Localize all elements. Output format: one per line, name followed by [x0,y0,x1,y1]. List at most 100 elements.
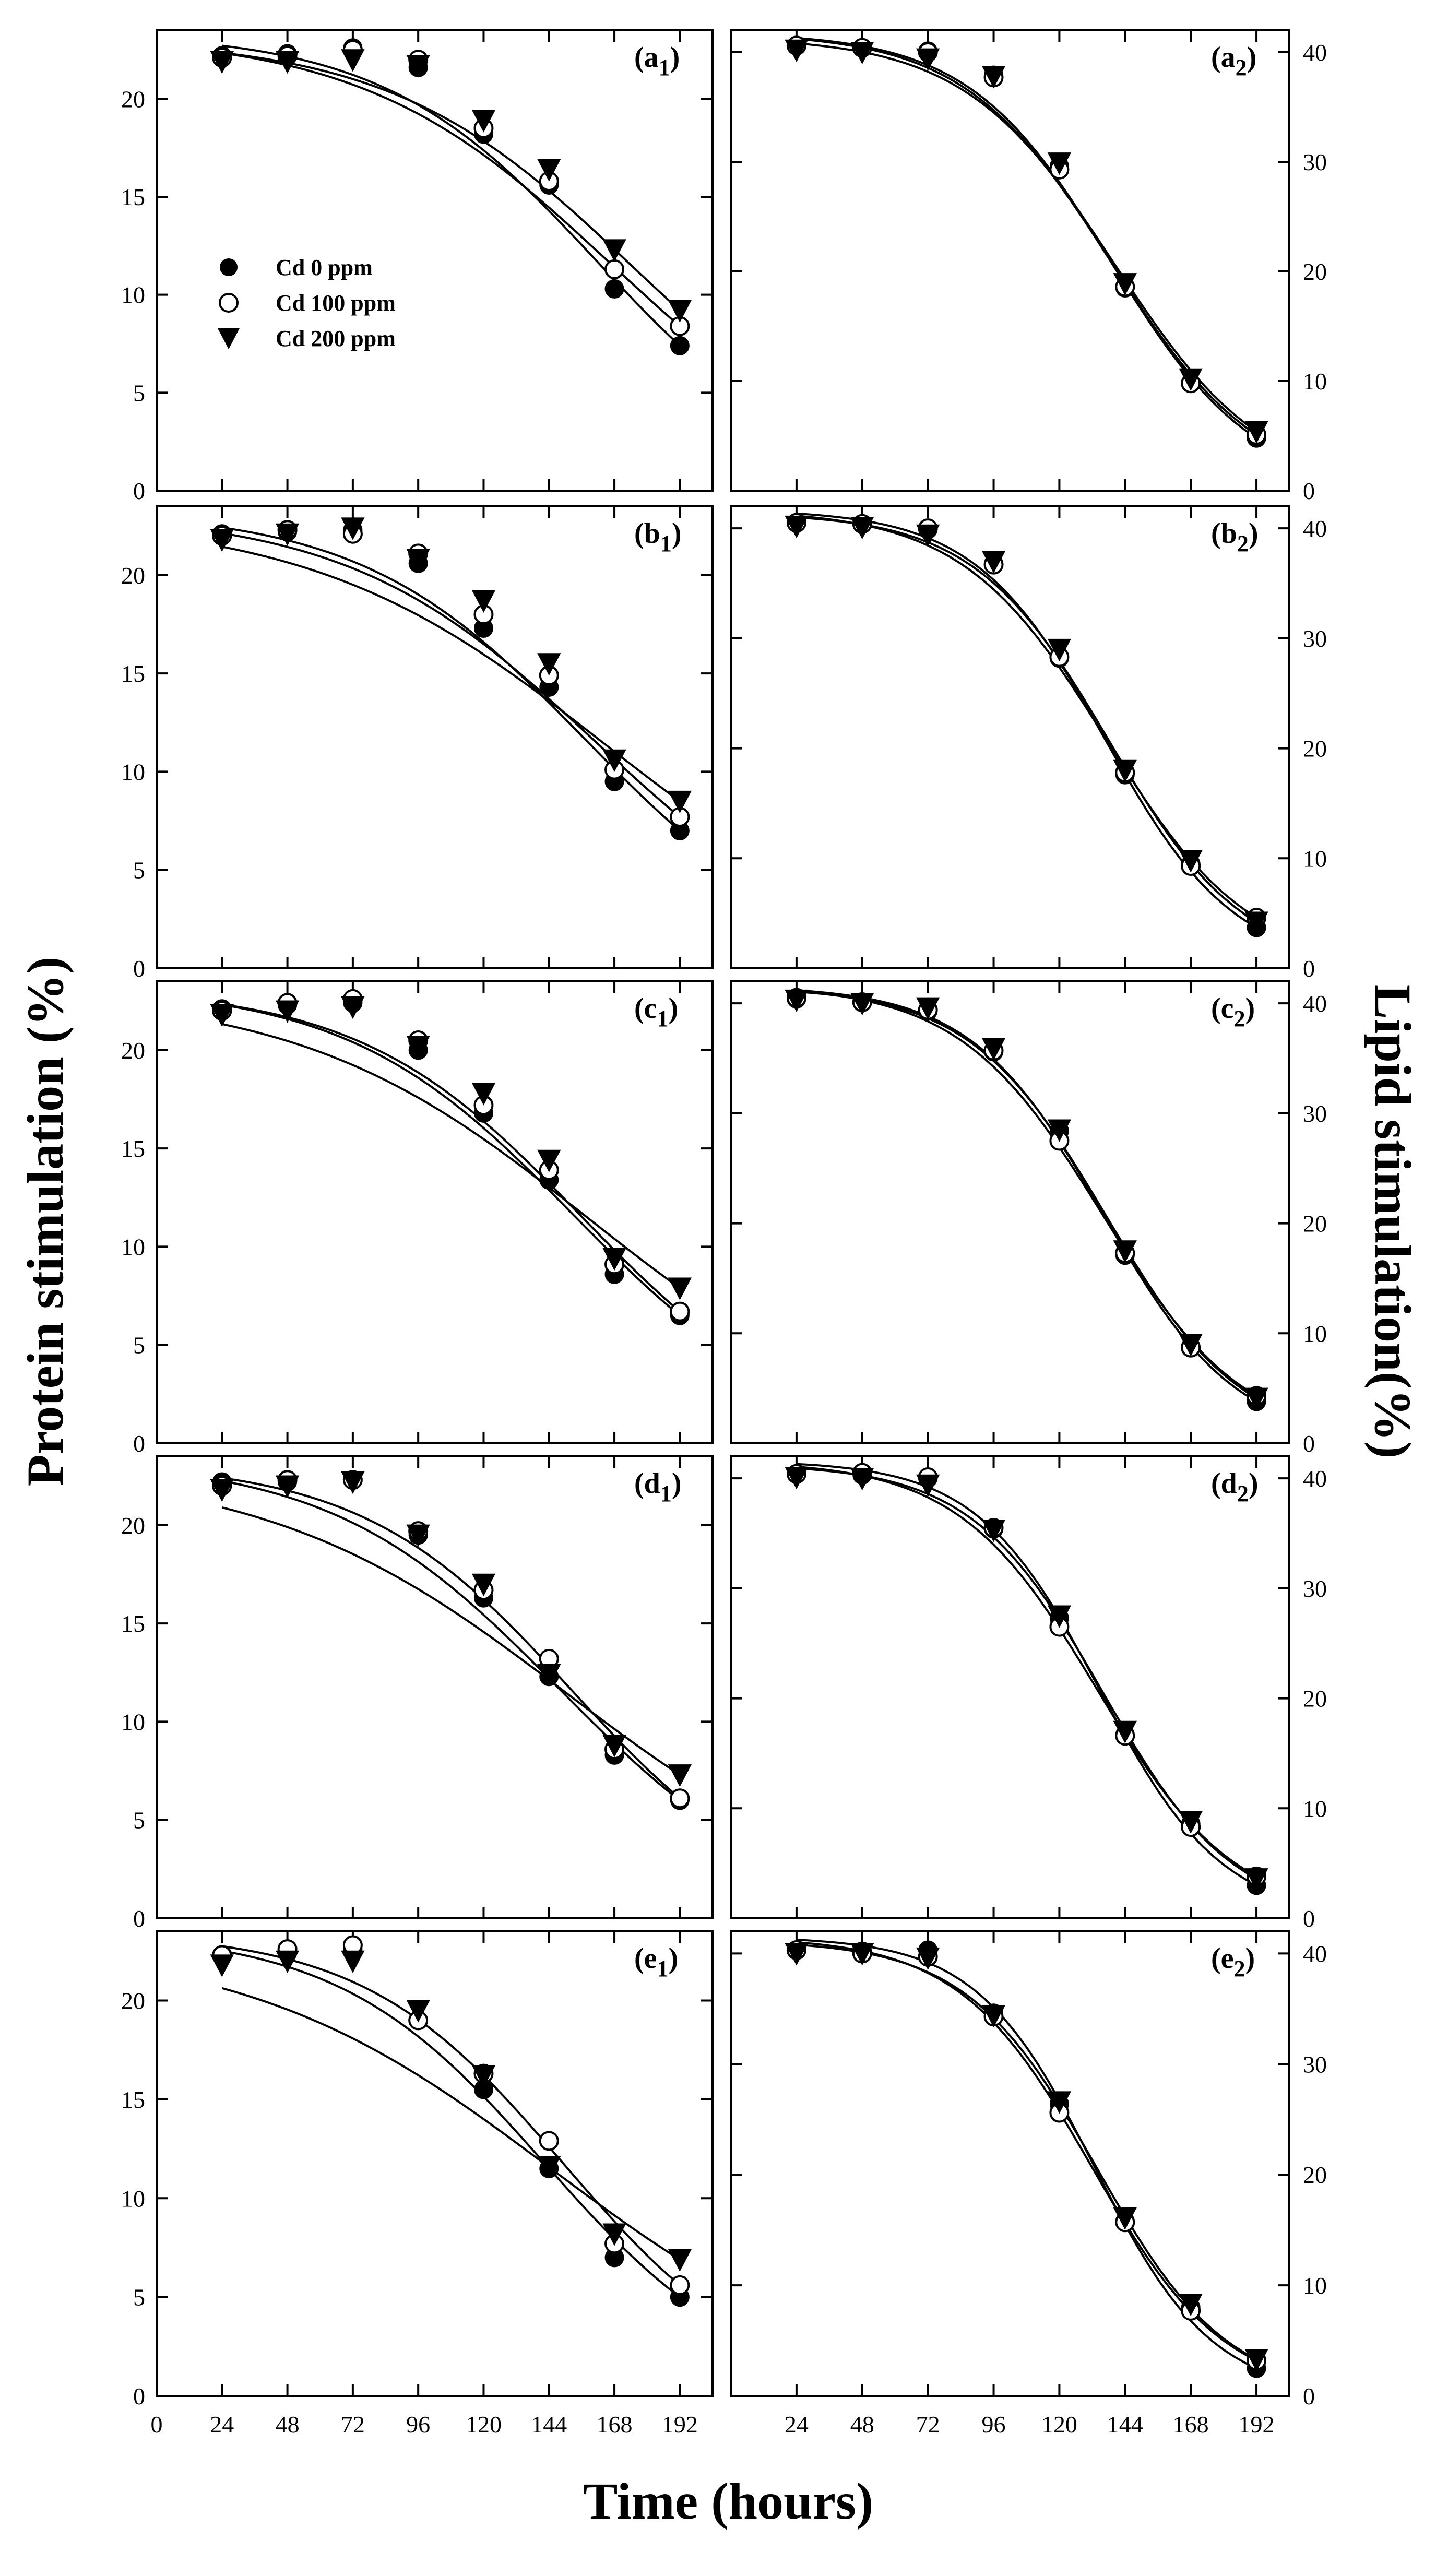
y-tick-label: 0 [133,955,145,982]
panel-label-close: ) [672,1467,682,1500]
panel-d2: 0 10 20 30 40 (d2) [730,1455,1327,1932]
panel-b2: 0 10 20 30 40 (b2) [730,505,1327,982]
marker-cd200 [537,653,561,676]
marker-cd200 [602,749,626,772]
panel-frame [730,980,1290,1444]
panel-label-close: ) [669,1942,679,1975]
fit-curve [221,1506,681,1776]
y-tick-label: 20 [1303,1210,1327,1237]
marker-cd200 [785,515,809,539]
y-tick-label: 40 [1303,1465,1327,1492]
fit-curve [221,1987,681,2261]
marker-cd200 [668,300,692,323]
y-tick-label: 20 [121,562,145,589]
panel-frame [156,505,714,969]
panel-label-close: ) [1245,1942,1255,1975]
panel-frame [730,29,1290,492]
panel-label-index: 1 [657,1956,669,1981]
marker-cd200 [916,524,940,547]
marker-cd200 [341,1950,365,1973]
x-tick-label: 120 [466,2411,502,2438]
y-tick-label: 10 [121,282,145,308]
marker-cd200 [1179,1811,1203,1834]
marker-cd100 [670,1301,690,1322]
marker-cd0 [670,336,690,355]
y-axis-label-right: Lipid stimulation(%) [1364,984,1422,1459]
marker-cd200 [981,1520,1006,1542]
marker-cd200 [602,1735,626,1758]
panel-label-close: ) [1247,41,1257,74]
marker-cd200 [602,2223,626,2246]
marker-cd200 [785,989,809,1012]
x-tick-label: 168 [597,2411,633,2438]
panel-frame [156,1455,714,1919]
marker-cd100 [539,2131,559,2151]
y-tick-label: 20 [121,1988,145,2014]
fit-curve [796,42,1257,433]
fit-curve [221,1477,681,1799]
legend-label: Cd 100 ppm [276,290,396,316]
x-tick-label: 96 [406,2411,430,2438]
fit-curve [221,526,681,832]
panel-label-close: ) [1249,1467,1259,1500]
marker-cd200 [537,159,561,182]
x-tick-label: 0 [151,2411,163,2438]
marker-cd100 [670,2275,690,2295]
panel-label: (d2) [1211,1467,1258,1506]
fit-curve [221,1003,681,1313]
fit-curve [796,1941,1257,2361]
marker-cd200 [471,110,496,133]
y-tick-label: 40 [1303,515,1327,542]
marker-cd200 [537,1664,561,1687]
y-tick-label: 0 [1303,478,1315,504]
y-tick-label: 5 [133,1332,145,1359]
marker-cd200 [1047,638,1072,662]
marker-cd200 [1244,911,1268,934]
marker-cd200 [850,42,874,65]
x-axis-label: Time (hours) [583,2472,874,2530]
marker-cd200 [471,1083,496,1106]
fit-curve [221,1023,681,1289]
marker-cd200 [850,517,874,540]
marker-cd200 [406,549,430,572]
y-tick-label: 20 [1303,1685,1327,1712]
marker-cd200 [275,1950,300,1973]
fit-curve [796,1463,1257,1886]
panel-label-open: ( [1211,992,1221,1025]
marker-cd200 [210,1479,234,1502]
panel-label: (b2) [1211,517,1258,556]
marker-cd200 [785,1467,809,1490]
marker-cd200 [406,2000,430,2023]
panel-c1: 0 5 10 15 20 (c1) [121,980,714,1457]
panel-label-letter: b [644,517,660,550]
marker-cd200 [916,1947,940,1970]
panel-b1: 0 5 10 15 20 (b1) [121,505,714,982]
x-tick-label: 96 [982,2411,1006,2438]
panel-label-index: 2 [1237,1481,1249,1506]
y-tick-label: 10 [1303,2272,1327,2299]
marker-cd200 [210,51,234,74]
y-tick-label: 40 [1303,990,1327,1017]
marker-cd200 [1113,273,1137,296]
panel-a1: 0 5 10 15 20 (a1) [121,29,714,504]
y-tick-label: 20 [1303,2162,1327,2188]
marker-cd200 [1244,421,1268,444]
y-tick-label: 20 [1303,258,1327,285]
marker-cd200 [341,49,365,72]
panel-label-letter: d [1221,1467,1237,1500]
panel-label-close: ) [1249,517,1259,550]
fit-curve [221,1480,681,1801]
x-tick-label: 24 [785,2411,809,2438]
panel-label-index: 2 [1237,531,1249,556]
y-tick-label: 5 [133,857,145,884]
marker-cd200 [406,1036,430,1059]
marker-cd200 [785,1943,809,1966]
panel-label-open: ( [1211,1467,1221,1500]
marker-cd200 [981,2005,1006,2028]
marker-cd200 [1113,2207,1137,2230]
legend-marker-open-circle [219,293,239,313]
panel-e2: 0 10 20 30 40 24 48 72 96 120 144 168 192 (e2) [730,1930,1327,2438]
panel-label-open: ( [634,1467,644,1500]
panel-label-letter: e [644,1942,657,1975]
y-tick-label: 0 [133,478,145,504]
